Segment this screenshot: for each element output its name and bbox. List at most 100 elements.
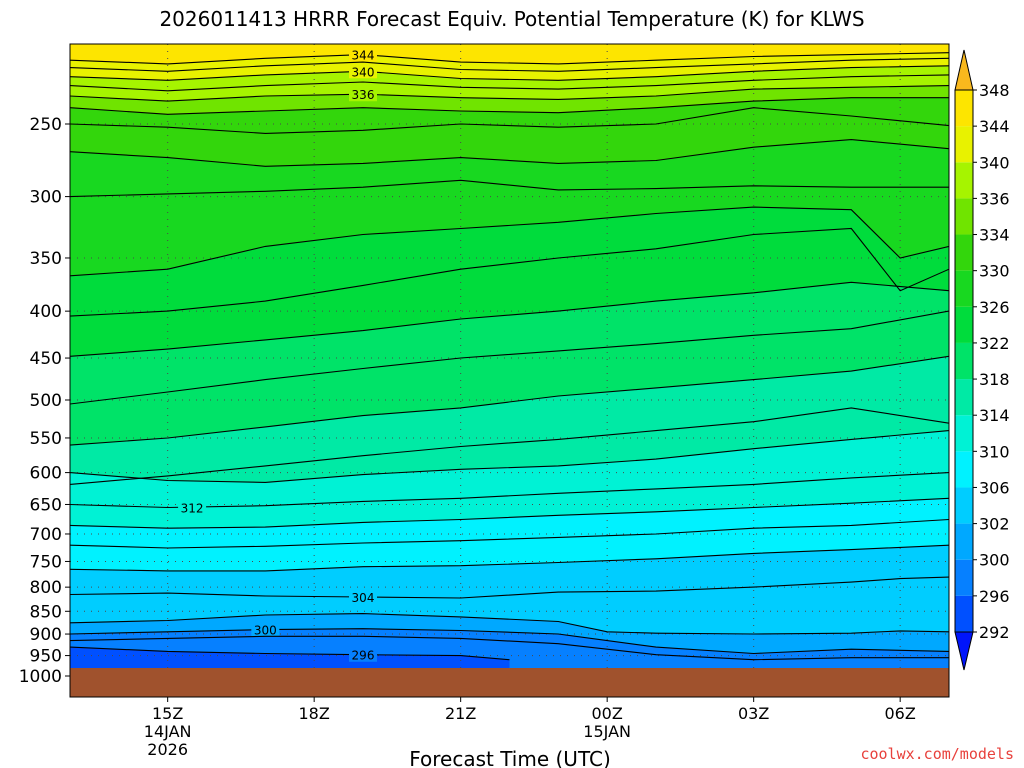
contour-300 <box>70 628 949 655</box>
contour-label-bg <box>349 647 377 662</box>
contour-label: 336 <box>352 88 375 102</box>
contour-342 <box>70 57 949 72</box>
contour-316 <box>70 407 949 485</box>
contour-310 <box>70 497 949 529</box>
contour-label: 296 <box>352 649 375 663</box>
contour-328 <box>70 179 949 198</box>
contour-336 <box>70 85 949 102</box>
plot-frame <box>69 43 950 698</box>
colorbar-swatch <box>955 342 973 380</box>
colorbar-swatch <box>955 487 973 524</box>
contour-324 <box>70 227 949 317</box>
y-tick-label: 450 <box>30 349 62 369</box>
colorbar-swatch <box>955 523 973 560</box>
contour-298 <box>70 635 949 661</box>
contour-302 <box>70 613 949 635</box>
x-axis-title: Forecast Time (UTC) <box>409 747 611 768</box>
colorbar-swatch <box>955 234 973 271</box>
colorbar-tick-label: 344 <box>979 117 1010 136</box>
x-tick-label: 14JAN <box>144 722 192 741</box>
contour-label-bg <box>349 589 377 604</box>
credit-text: coolwx.com/models <box>860 745 1014 763</box>
y-tick-label: 550 <box>30 429 62 449</box>
colorbar-tick-label: 348 <box>979 81 1010 100</box>
y-tick-label: 750 <box>30 552 62 572</box>
colorbar-swatch <box>955 559 973 596</box>
contour-label: 312 <box>181 502 204 516</box>
colorbar-tick-label: 340 <box>979 153 1010 172</box>
colorbar-swatch <box>955 379 973 416</box>
contour-330 <box>70 139 949 167</box>
contour-label: 300 <box>254 624 277 638</box>
contour-label-bg <box>251 622 280 637</box>
y-tick-label: 700 <box>30 525 62 545</box>
x-tick-label: 06Z <box>885 704 916 723</box>
colorbar-swatch <box>955 90 973 127</box>
y-axis: 250 300 350 400 450 500 550 600 650 700 750 800 850 9… <box>19 115 70 687</box>
colorbar-tick-label: 334 <box>979 226 1010 245</box>
contour-312 <box>70 472 949 509</box>
contour-304 <box>70 576 949 599</box>
y-tick-label: 300 <box>30 188 62 208</box>
y-tick-label: 500 <box>30 391 62 411</box>
colorbar-tick-label: 330 <box>979 262 1010 281</box>
contour-318 <box>70 355 949 446</box>
plot-area: 344 340 336 312 304 300 296 <box>70 44 949 697</box>
contour-layer: 344 340 336 312 304 300 296 <box>70 47 949 663</box>
y-tick-label: 800 <box>30 578 62 598</box>
colorbar-tick-label: 322 <box>979 334 1010 353</box>
colorbar-extend-top <box>954 49 974 91</box>
colorbar-tick-label: 292 <box>979 623 1010 642</box>
contour-322 <box>70 281 949 357</box>
colorbar-tick-label: 302 <box>979 515 1010 534</box>
colorbar-swatch <box>955 126 973 163</box>
contour-308 <box>70 518 949 549</box>
x-tick-label: 15JAN <box>583 722 631 741</box>
contour-344 <box>70 52 949 65</box>
contour-label-bg <box>349 47 377 62</box>
contour-label-bg <box>349 64 377 79</box>
y-tick-label: 600 <box>30 464 62 484</box>
colorbar-tick-label: 310 <box>979 442 1010 461</box>
y-tick-label: 1000 <box>19 667 62 687</box>
y-tick-label: 850 <box>30 602 62 622</box>
y-tick-label: 900 <box>30 625 62 645</box>
colorbar-swatch <box>955 415 973 452</box>
colorbar-swatch <box>955 198 973 235</box>
chart-title: 2026011413 HRRR Forecast Equiv. Potentia… <box>159 7 864 31</box>
contour-label: 304 <box>352 591 375 605</box>
x-tick-label: 00Z <box>592 704 623 723</box>
y-tick-label: 250 <box>30 115 62 135</box>
contour-340 <box>70 65 949 81</box>
x-tick-label: 18Z <box>299 704 330 723</box>
contour-label-bg <box>349 87 377 102</box>
colorbar: 292 296 300 302 306 310 314 318 322 326 330 334 336 3… <box>954 49 1010 671</box>
colorbar-tick-label: 300 <box>979 551 1010 570</box>
contour-306 <box>70 544 949 572</box>
y-tick-label: 650 <box>30 495 62 515</box>
colorbar-swatch <box>955 451 973 488</box>
contour-label-bg <box>178 500 207 515</box>
colorbar-swatch <box>955 162 973 199</box>
contour-326 <box>70 206 949 277</box>
contour-label: 340 <box>352 65 375 79</box>
ground-surface <box>70 668 949 697</box>
colorbar-tick-label: 296 <box>979 587 1010 606</box>
contour-label: 344 <box>352 49 375 63</box>
colorbar-extend-bottom <box>954 631 974 671</box>
contour-320 <box>70 310 949 405</box>
contour-296 <box>70 646 510 661</box>
y-tick-label: 400 <box>30 302 62 322</box>
colorbar-swatch <box>955 270 973 307</box>
y-tick-label: 350 <box>30 249 62 269</box>
fill-band-top <box>70 44 949 64</box>
x-tick-label: 21Z <box>445 704 476 723</box>
colorbar-swatch <box>955 306 973 343</box>
colorbar-tick-label: 306 <box>979 478 1010 497</box>
colorbar-swatch <box>955 595 973 632</box>
colorbar-tick-label: 326 <box>979 298 1010 317</box>
colorbar-tick-label: 336 <box>979 189 1010 208</box>
